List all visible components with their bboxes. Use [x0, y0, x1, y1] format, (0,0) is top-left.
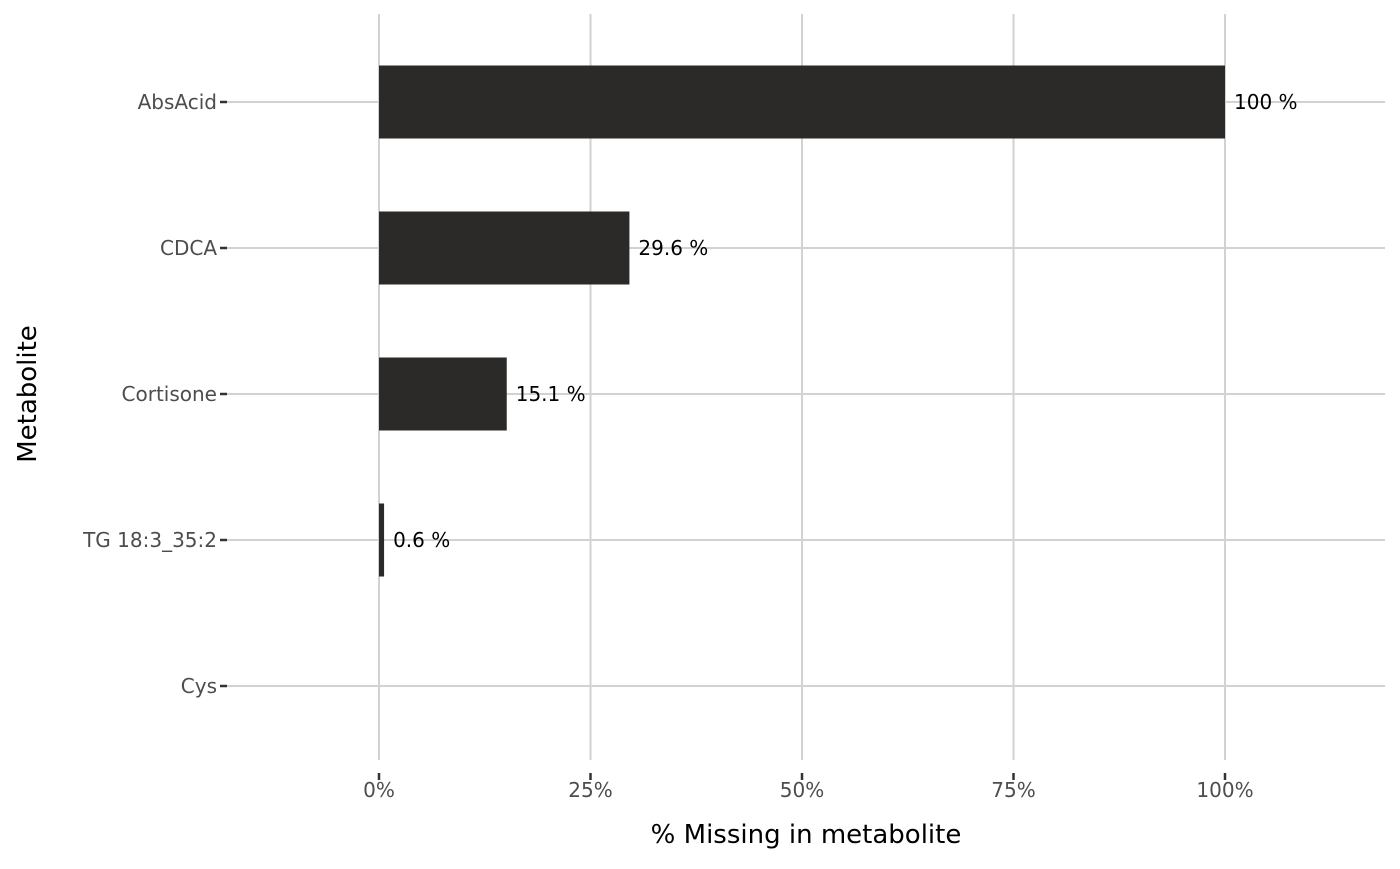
- y-tick-label: CDCA: [160, 236, 217, 260]
- x-tick-label: 100%: [1196, 778, 1253, 802]
- x-tick-label: 75%: [991, 778, 1035, 802]
- bar: [379, 357, 507, 431]
- x-tick-label: 50%: [780, 778, 824, 802]
- x-tick-label: 25%: [568, 778, 612, 802]
- y-axis-ticks: AbsAcid CDCA Cortisone TG 18:3_35:2 Cys: [82, 90, 227, 698]
- x-axis-title: % Missing in metabolite: [651, 820, 962, 850]
- x-axis-ticks: 0% 25% 50% 75% 100%: [363, 773, 1254, 802]
- data-label: 0.6 %: [393, 528, 450, 552]
- bar: [379, 211, 630, 285]
- data-labels: 100 % 29.6 % 15.1 % 0.6 %: [393, 90, 1297, 552]
- data-label: 100 %: [1234, 90, 1298, 114]
- y-tick-label: Cys: [181, 674, 217, 698]
- y-tick-label: Cortisone: [122, 382, 217, 406]
- x-tick-label: 0%: [363, 778, 395, 802]
- y-tick-label: AbsAcid: [138, 90, 217, 114]
- data-label: 29.6 %: [638, 236, 708, 260]
- bar: [379, 503, 385, 577]
- data-label: 15.1 %: [516, 382, 586, 406]
- bar: [379, 65, 1225, 139]
- bars: [379, 65, 1225, 577]
- y-tick-label: TG 18:3_35:2: [82, 528, 217, 552]
- y-axis-title: Metabolite: [13, 325, 43, 463]
